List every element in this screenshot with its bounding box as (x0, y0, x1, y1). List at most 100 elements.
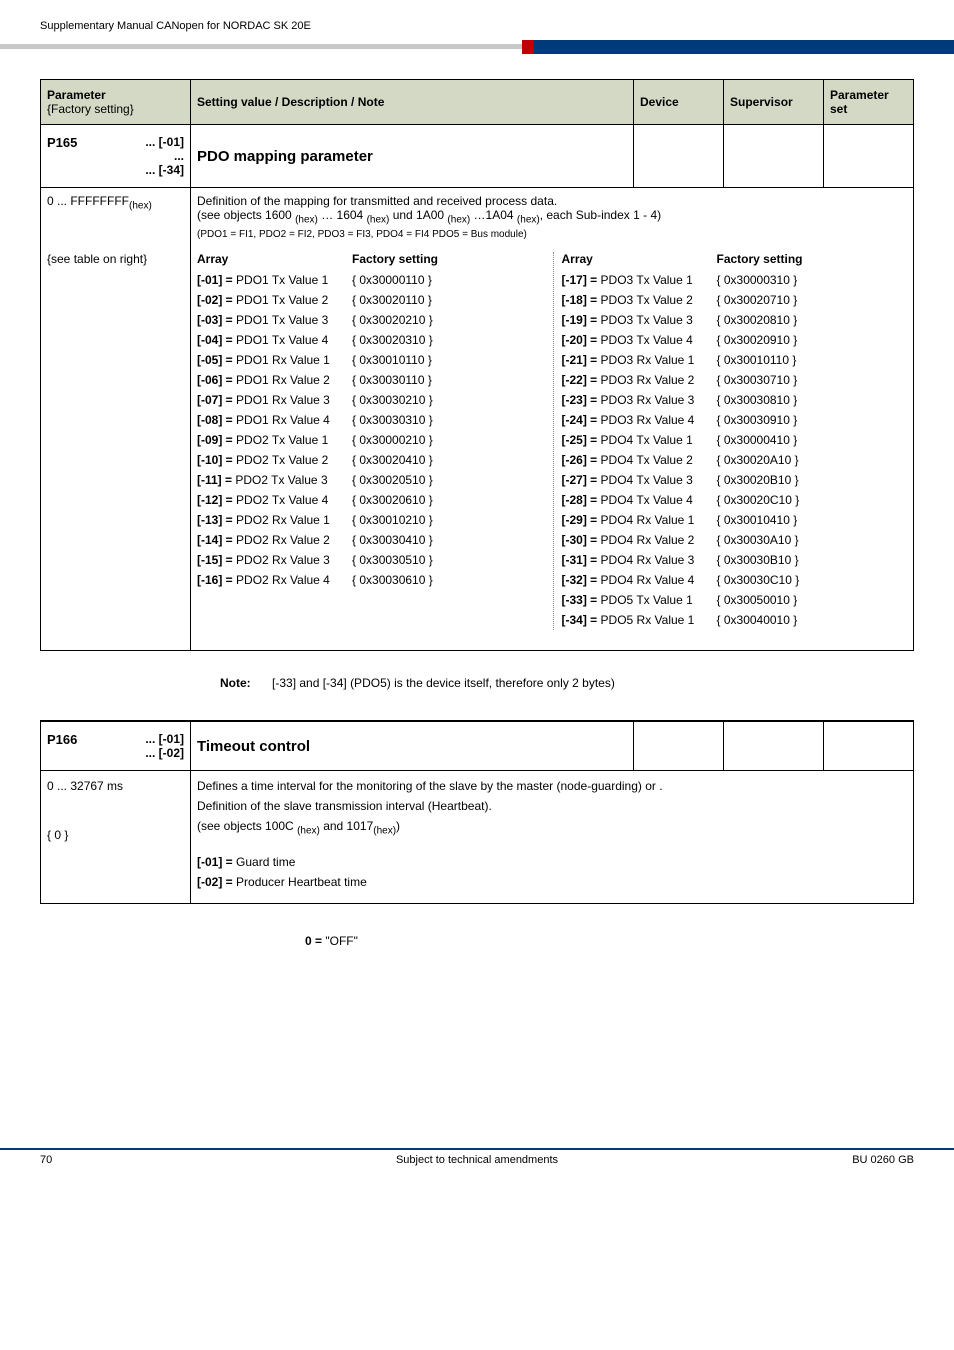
array-label: [-10] = PDO2 Tx Value 2 (197, 453, 352, 467)
array-label: [-04] = PDO1 Tx Value 4 (197, 333, 352, 347)
array-label: [-01] = PDO1 Tx Value 1 (197, 273, 352, 287)
p166-g1v: Guard time (236, 855, 295, 869)
array-row: [-22] = PDO3 Rx Value 2{ 0x30030710 } (562, 370, 908, 390)
array-value: { 0x30020310 } (352, 333, 543, 347)
array-label: [-03] = PDO1 Tx Value 3 (197, 313, 352, 327)
def2hex1: (hex) (295, 214, 318, 225)
p165-array-row: {see table on right} Array Factory setti… (41, 246, 914, 651)
array-value: { 0x30020910 } (717, 333, 908, 347)
doc-header: Supplementary Manual CANopen for NORDAC … (0, 0, 954, 40)
array-label: [-31] = PDO4 Rx Value 3 (562, 553, 717, 567)
p166-name: Timeout control (191, 721, 634, 771)
p166-d2: Definition of the slave transmission int… (197, 799, 907, 813)
array-value: { 0x30010410 } (717, 513, 908, 527)
p166-sub1: ... [-01] (77, 732, 184, 746)
p165-name: PDO mapping parameter (191, 125, 634, 188)
array-row: [-14] = PDO2 Rx Value 2{ 0x30030410 } (197, 530, 543, 550)
def2d: …1A04 (470, 208, 517, 222)
p165-see-table: {see table on right} (41, 246, 191, 651)
d3b: and 1017 (320, 819, 373, 833)
array-label: [-14] = PDO2 Rx Value 2 (197, 533, 352, 547)
array-value: { 0x30030B10 } (717, 553, 908, 567)
array-value: { 0x30030A10 } (717, 533, 908, 547)
array-value: { 0x30020710 } (717, 293, 908, 307)
array-label: [-11] = PDO2 Tx Value 3 (197, 473, 352, 487)
p165-title-row: P165 ... [-01] ... ... [-34] PDO mapping… (41, 125, 914, 188)
array-value: { 0x30020410 } (352, 453, 543, 467)
p166-title-row: P166 ... [-01] ... [-02] Timeout control (41, 721, 914, 771)
array-label: [-07] = PDO1 Rx Value 3 (197, 393, 352, 407)
array-row: [-26] = PDO4 Tx Value 2{ 0x30020A10 } (562, 450, 908, 470)
array-label: [-28] = PDO4 Tx Value 4 (562, 493, 717, 507)
def2b: … 1604 (318, 208, 367, 222)
array-row: [-28] = PDO4 Tx Value 4{ 0x30020C10 } (562, 490, 908, 510)
array-label: [-26] = PDO4 Tx Value 2 (562, 453, 717, 467)
array-row: [-32] = PDO4 Rx Value 4{ 0x30030C10 } (562, 570, 908, 590)
array-row: [-18] = PDO3 Tx Value 2{ 0x30020710 } (562, 290, 908, 310)
off-k: 0 = (305, 934, 322, 948)
array-label: [-16] = PDO2 Rx Value 4 (197, 573, 352, 587)
p165-def-row: 0 ... FFFFFFFF(hex) Definition of the ma… (41, 188, 914, 247)
d3hex2: (hex) (373, 826, 396, 837)
p165-range-sub: (hex) (129, 200, 152, 211)
array-label: [-06] = PDO1 Rx Value 2 (197, 373, 352, 387)
array-row: [-31] = PDO4 Rx Value 3{ 0x30030B10 } (562, 550, 908, 570)
p165-def3: (PDO1 = FI1, PDO2 = FI2, PDO3 = FI3, PDO… (197, 229, 907, 240)
array-value: { 0x30030910 } (717, 413, 908, 427)
p166-code: P166 (47, 732, 77, 760)
array-label: [-27] = PDO4 Tx Value 3 (562, 473, 717, 487)
array-value: { 0x30010210 } (352, 513, 543, 527)
array-row: [-02] = PDO1 Tx Value 2{ 0x30020110 } (197, 290, 543, 310)
p165-left-col: Array Factory setting [-01] = PDO1 Tx Va… (197, 252, 543, 630)
p165-table: Parameter {Factory setting} Setting valu… (40, 79, 914, 651)
hdr-parameter: Parameter (47, 88, 184, 102)
col-factory-r: Factory setting (717, 252, 908, 266)
p166-table: P166 ... [-01] ... [-02] Timeout control… (40, 720, 914, 903)
array-label: [-32] = PDO4 Rx Value 4 (562, 573, 717, 587)
array-value: { 0x30020810 } (717, 313, 908, 327)
array-label: [-24] = PDO3 Rx Value 4 (562, 413, 717, 427)
array-label: [-15] = PDO2 Rx Value 3 (197, 553, 352, 567)
array-row: [-19] = PDO3 Tx Value 3{ 0x30020810 } (562, 310, 908, 330)
array-row: [-08] = PDO1 Rx Value 4{ 0x30030310 } (197, 410, 543, 430)
footer-l: 70 (40, 1154, 331, 1168)
array-row: [-21] = PDO3 Rx Value 1{ 0x30010110 } (562, 350, 908, 370)
array-label: [-29] = PDO4 Rx Value 1 (562, 513, 717, 527)
array-label: [-19] = PDO3 Tx Value 3 (562, 313, 717, 327)
p166-body-row: 0 ... 32767 ms { 0 } Defines a time inte… (41, 771, 914, 903)
array-row: [-30] = PDO4 Rx Value 2{ 0x30030A10 } (562, 530, 908, 550)
p165-right-col: Array Factory setting [-17] = PDO3 Tx Va… (553, 252, 908, 630)
p165-sub-dots: ... (77, 149, 184, 163)
array-row: [-04] = PDO1 Tx Value 4{ 0x30020310 } (197, 330, 543, 350)
table-header-row: Parameter {Factory setting} Setting valu… (41, 80, 914, 125)
array-value: { 0x30030110 } (352, 373, 543, 387)
d3hex1: (hex) (297, 826, 320, 837)
array-value: { 0x30050010 } (717, 593, 908, 607)
array-row: [-15] = PDO2 Rx Value 3{ 0x30030510 } (197, 550, 543, 570)
array-value: { 0x30020610 } (352, 493, 543, 507)
array-value: { 0x30000210 } (352, 433, 543, 447)
d3c: ) (396, 819, 400, 833)
array-row: [-13] = PDO2 Rx Value 1{ 0x30010210 } (197, 510, 543, 530)
array-row: [-23] = PDO3 Rx Value 3{ 0x30030810 } (562, 390, 908, 410)
array-value: { 0x30030410 } (352, 533, 543, 547)
p165-range: 0 ... FFFFFFFF (47, 194, 129, 208)
p165-def2: (see objects 1600 (hex) … 1604 (hex) und… (197, 208, 907, 225)
array-value: { 0x30030810 } (717, 393, 908, 407)
array-row: [-03] = PDO1 Tx Value 3{ 0x30020210 } (197, 310, 543, 330)
array-value: { 0x30030510 } (352, 553, 543, 567)
array-label: [-13] = PDO2 Rx Value 1 (197, 513, 352, 527)
array-label: [-21] = PDO3 Rx Value 1 (562, 353, 717, 367)
header-decor (0, 40, 954, 54)
array-value: { 0x30010110 } (352, 353, 543, 367)
def2hex4: (hex) (517, 214, 540, 225)
array-row: [-33] = PDO5 Tx Value 1{ 0x30050010 } (562, 590, 908, 610)
off-v: "OFF" (322, 934, 358, 948)
array-label: [-17] = PDO3 Tx Value 1 (562, 273, 717, 287)
array-label: [-22] = PDO3 Rx Value 2 (562, 373, 717, 387)
array-row: [-12] = PDO2 Tx Value 4{ 0x30020610 } (197, 490, 543, 510)
p165-def1: Definition of the mapping for transmitte… (197, 194, 907, 208)
p166-range: 0 ... 32767 ms (47, 779, 184, 793)
hdr-supervisor: Supervisor (724, 80, 824, 125)
col-array-l: Array (197, 252, 352, 266)
